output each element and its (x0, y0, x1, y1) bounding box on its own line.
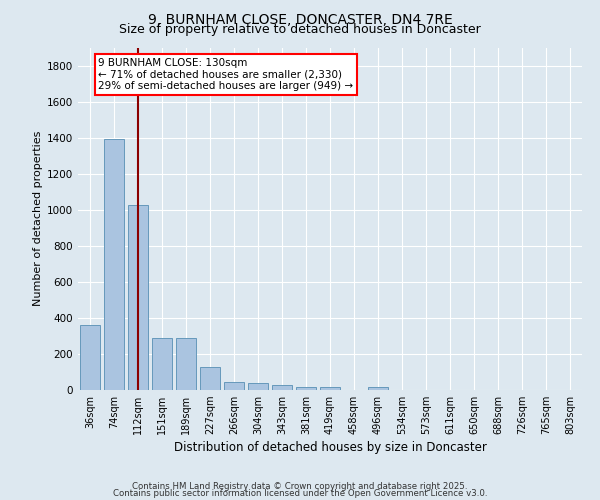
Text: Contains HM Land Registry data © Crown copyright and database right 2025.: Contains HM Land Registry data © Crown c… (132, 482, 468, 491)
Y-axis label: Number of detached properties: Number of detached properties (33, 131, 43, 306)
Bar (320, 387, 340, 390)
Bar (248, 383, 268, 390)
Bar (368, 387, 388, 390)
Bar (296, 387, 316, 390)
Bar (80, 325, 100, 390)
X-axis label: Distribution of detached houses by size in Doncaster: Distribution of detached houses by size … (173, 442, 487, 454)
Text: 9 BURNHAM CLOSE: 130sqm
← 71% of detached houses are smaller (2,330)
29% of semi: 9 BURNHAM CLOSE: 130sqm ← 71% of detache… (98, 58, 353, 91)
Text: 9, BURNHAM CLOSE, DONCASTER, DN4 7RE: 9, BURNHAM CLOSE, DONCASTER, DN4 7RE (148, 12, 452, 26)
Bar (224, 382, 244, 390)
Text: Contains public sector information licensed under the Open Government Licence v3: Contains public sector information licen… (113, 489, 487, 498)
Bar (272, 386, 292, 390)
Bar (176, 338, 196, 390)
Text: Size of property relative to detached houses in Doncaster: Size of property relative to detached ho… (119, 22, 481, 36)
Bar (152, 338, 172, 390)
Bar (104, 140, 124, 390)
Bar (200, 366, 220, 390)
Bar (128, 205, 148, 390)
